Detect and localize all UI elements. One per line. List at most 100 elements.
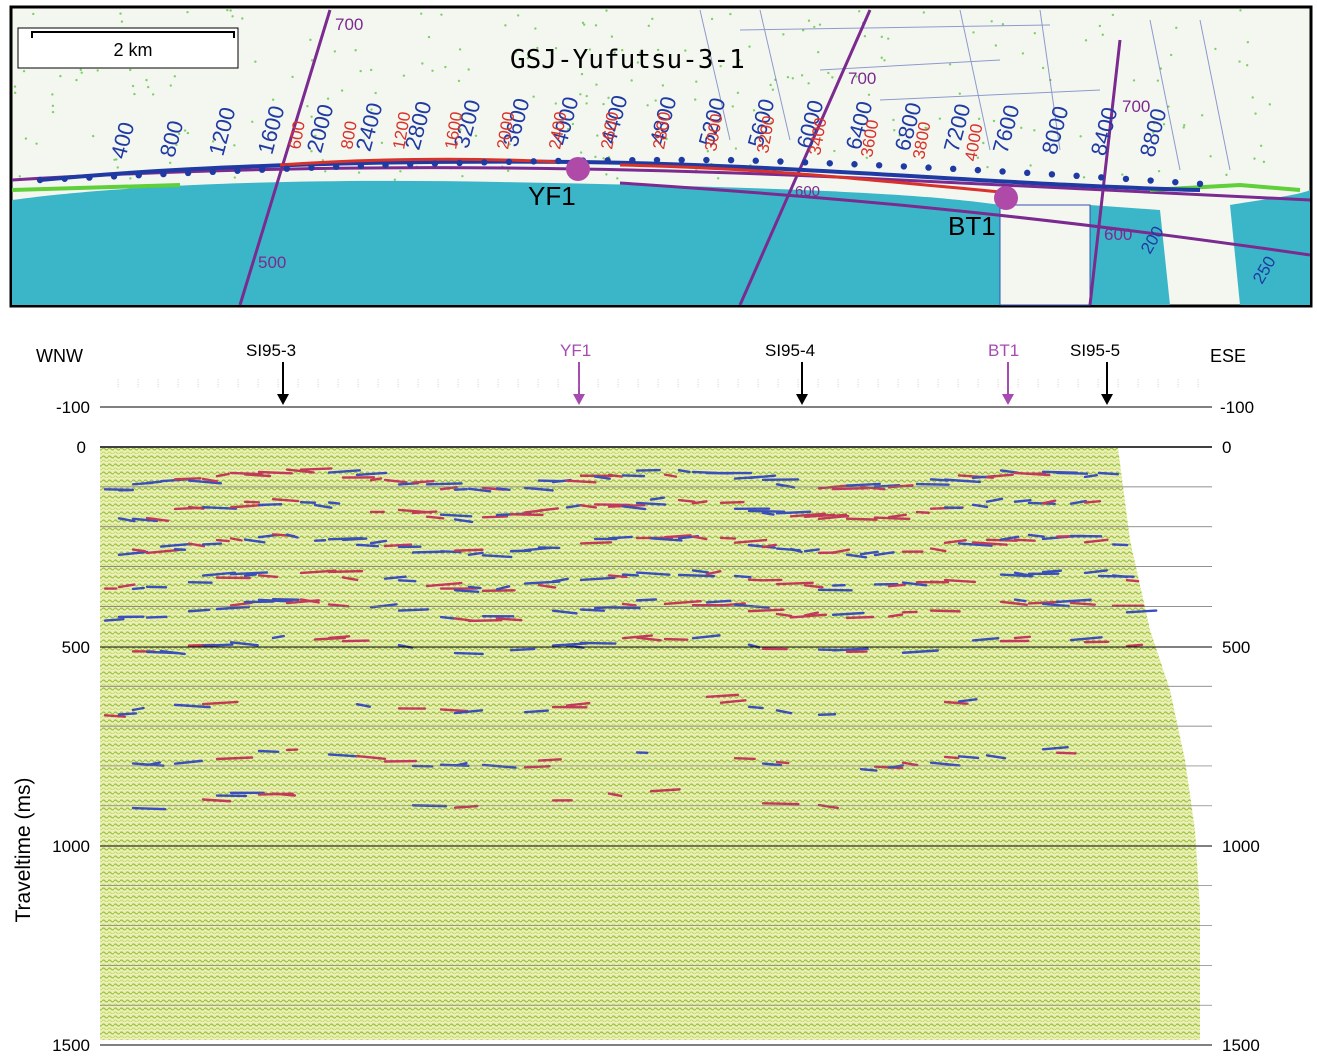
- reflector-streak: [1013, 635, 1032, 640]
- cmp-number: ····: [715, 379, 722, 388]
- reflector-streak: [271, 634, 285, 640]
- reflector-streak: [243, 473, 272, 478]
- reflector-streak: [887, 613, 904, 618]
- reflector-streak: [271, 497, 300, 503]
- shot-point: [86, 174, 93, 181]
- well-marker-yf1: [566, 157, 590, 181]
- reflector-streak: [1041, 602, 1070, 608]
- reflector-streak: [201, 700, 239, 706]
- reflector-streak: [425, 515, 445, 520]
- reflector-streak: [859, 767, 878, 772]
- reflector-streak: [635, 468, 661, 472]
- vegetation-dot: [770, 121, 773, 124]
- vegetation-dot: [457, 79, 461, 83]
- reflector-streak: [1041, 499, 1057, 505]
- reflector-streak: [929, 761, 961, 767]
- reflector-streak: [383, 543, 413, 548]
- reflector-streak: [565, 503, 583, 509]
- vegetation-dot: [580, 72, 584, 76]
- crossline-label: 600: [1104, 225, 1132, 244]
- vegetation-dot: [771, 88, 775, 91]
- vegetation-dot: [32, 12, 35, 16]
- reflector-streak: [1083, 499, 1102, 504]
- vegetation-dot: [1259, 144, 1263, 147]
- marker-si95-5: SI95-5: [1070, 341, 1120, 405]
- vegetation-dot: [738, 59, 741, 62]
- cmp-number: ····: [355, 379, 362, 388]
- reflector-streak: [1069, 636, 1103, 642]
- reflector-streak: [145, 548, 181, 555]
- vegetation-dot: [977, 117, 981, 121]
- vegetation-dot: [24, 137, 28, 140]
- vegetation-dot: [710, 17, 714, 21]
- reflector-streak: [523, 709, 549, 714]
- shot-point: [1196, 180, 1204, 188]
- reflector-streak: [831, 647, 869, 652]
- line-number-red: 600: [285, 119, 309, 150]
- reflector-streak: [201, 798, 232, 803]
- vegetation-dot: [291, 75, 294, 79]
- reflector-streak: [677, 573, 716, 578]
- vegetation-dot: [254, 60, 257, 63]
- reflector-streak: [215, 605, 251, 611]
- reflector-streak: [621, 573, 640, 577]
- vegetation-dot: [416, 147, 420, 151]
- reflector-streak: [761, 762, 783, 767]
- reflector-streak: [775, 760, 790, 765]
- reflector-streak: [957, 542, 993, 547]
- reflector-streak: [1069, 601, 1096, 606]
- cmp-number: ····: [255, 379, 262, 388]
- vegetation-dot: [402, 74, 406, 77]
- reflector-streak: [523, 486, 554, 492]
- cmp-number: ····: [555, 379, 562, 388]
- crossline-label: 700: [848, 69, 876, 88]
- reflector-streak: [453, 804, 479, 809]
- map-title: GSJ-Yufutsu-3-1: [510, 45, 745, 75]
- cmp-number: ····: [655, 379, 662, 388]
- vegetation-dot: [370, 108, 373, 111]
- shot-point: [1147, 177, 1154, 184]
- reflector-streak: [495, 585, 511, 591]
- shot-point: [875, 162, 883, 169]
- vegetation-dot: [310, 59, 314, 62]
- vegetation-dot: [1132, 79, 1136, 82]
- reflector-streak: [117, 712, 138, 716]
- marker-label: YF1: [560, 341, 591, 360]
- vegetation-dot: [1175, 26, 1178, 30]
- vegetation-dot: [1182, 126, 1185, 129]
- reflector-streak: [607, 606, 641, 610]
- vegetation-dot: [173, 75, 177, 78]
- vegetation-dot: [782, 33, 785, 36]
- reflector-streak: [201, 477, 219, 483]
- scale-bar: [31, 31, 235, 38]
- reflector-streak: [789, 613, 828, 619]
- vegetation-dot: [534, 27, 537, 30]
- cmp-number: ····: [1095, 379, 1102, 388]
- shot-point: [456, 159, 463, 167]
- reflector-streak: [509, 513, 544, 517]
- vegetation-dot: [581, 21, 585, 25]
- vegetation-dot: [474, 134, 478, 137]
- vegetation-dot: [596, 134, 599, 137]
- vegetation-dot: [791, 77, 795, 80]
- reflector-streak: [845, 553, 868, 559]
- shot-point: [653, 156, 661, 164]
- vegetation-dot: [1238, 60, 1241, 63]
- reflector-streak: [299, 467, 333, 471]
- marker-si95-4: SI95-4: [765, 341, 815, 405]
- reflector-streak: [943, 755, 960, 760]
- vegetation-dot: [595, 83, 598, 86]
- seismic-section: WNW ESE SI95-3 YF1 SI95-4 BT1 SI95-5 ···…: [12, 341, 1260, 1055]
- reflector-streak: [131, 806, 167, 811]
- reflector-streak: [327, 753, 358, 758]
- shot-point: [308, 164, 315, 171]
- cmp-number: ····: [1175, 379, 1182, 388]
- shot-point: [999, 168, 1006, 175]
- reflector-streak: [887, 513, 907, 519]
- reflector-streak: [439, 550, 462, 554]
- reflector-streak: [663, 473, 678, 478]
- vegetation-dot: [613, 51, 616, 54]
- reflector-streak: [229, 537, 243, 542]
- vegetation-dot: [1262, 160, 1266, 164]
- vegetation-dot: [1268, 103, 1272, 106]
